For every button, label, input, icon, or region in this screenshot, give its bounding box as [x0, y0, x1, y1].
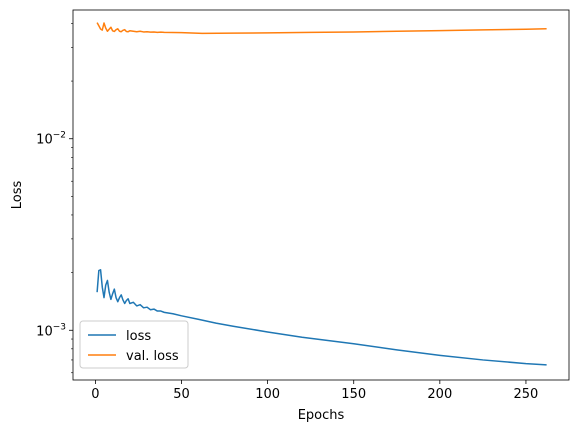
x-tick-label: 50: [173, 387, 190, 402]
series-line-0: [96, 269, 547, 366]
plot-lines: [96, 22, 547, 366]
y-axis-ticks: 10−3 10−2: [36, 23, 73, 374]
legend-box: [79, 320, 189, 369]
series-line-1: [96, 22, 547, 35]
x-tick-label: 250: [514, 387, 539, 402]
legend-label: loss: [126, 329, 151, 344]
x-axis-label: Epochs: [298, 408, 345, 423]
x-tick-label: 0: [91, 387, 99, 402]
x-tick-label: 200: [427, 387, 452, 402]
x-tick-label: 100: [255, 387, 280, 402]
y-axis-label: Loss: [10, 181, 25, 210]
y-tick-label: 10−3: [36, 322, 66, 339]
x-axis-ticks: 0 50 100 150 200 250: [91, 380, 538, 402]
legend: loss val. loss: [79, 320, 189, 369]
legend-label: val. loss: [126, 349, 179, 364]
x-tick-label: 150: [341, 387, 366, 402]
y-tick-label: 10−2: [36, 131, 66, 148]
axes-frame: [72, 9, 570, 381]
